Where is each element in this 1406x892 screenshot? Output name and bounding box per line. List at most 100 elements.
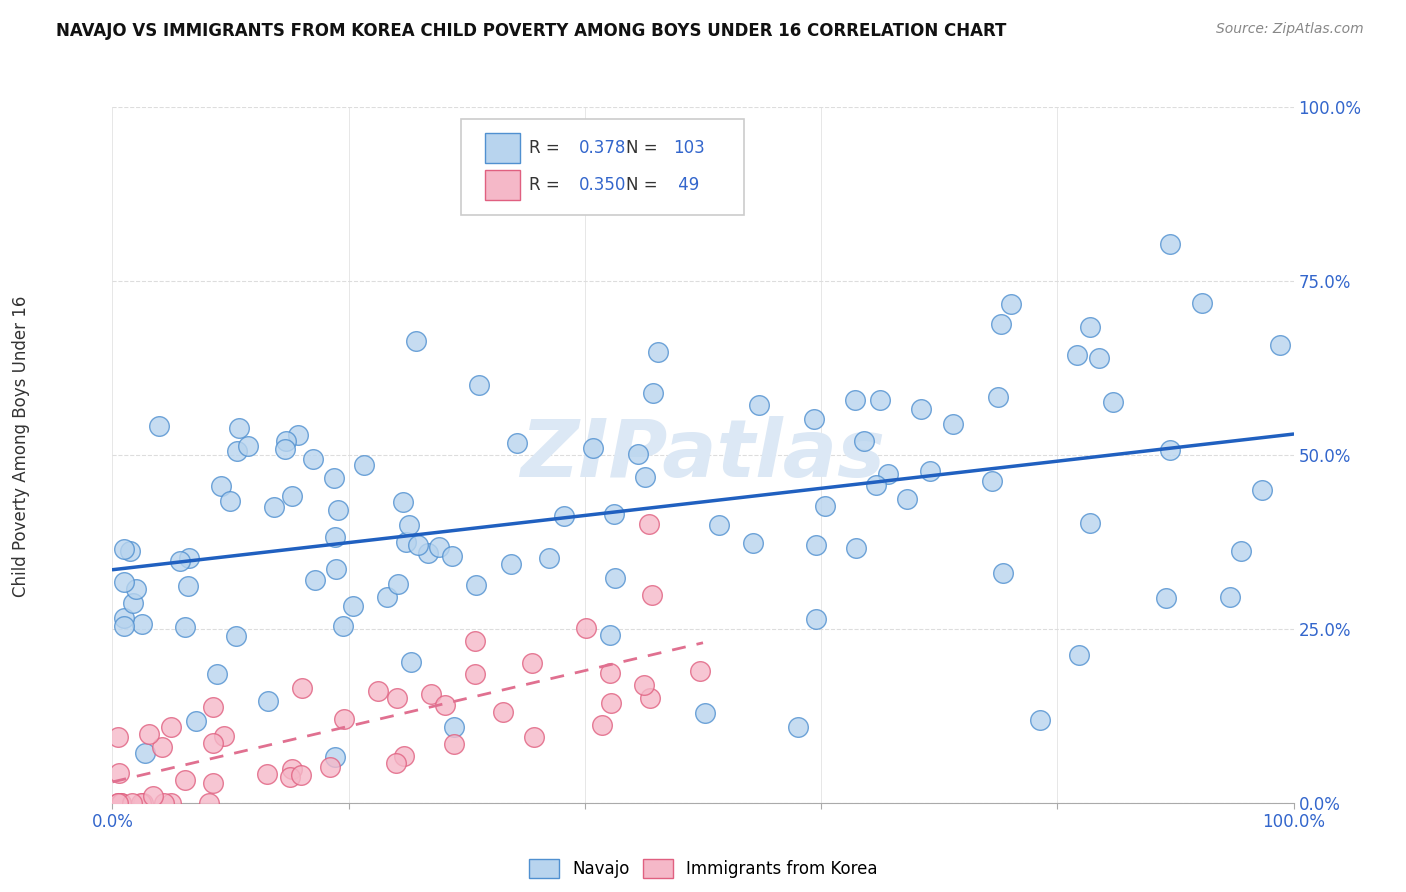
- Point: [226, 443, 249, 458]
- Point: [787, 720, 810, 734]
- Point: [599, 628, 621, 642]
- Point: [869, 392, 891, 407]
- Point: [110, 796, 132, 810]
- Text: N =: N =: [626, 139, 664, 157]
- Point: [342, 599, 364, 613]
- Point: [641, 588, 664, 602]
- Point: [225, 629, 247, 643]
- Point: [464, 578, 486, 592]
- Point: [120, 544, 142, 558]
- Point: [492, 706, 515, 720]
- Point: [287, 428, 309, 442]
- Point: [107, 796, 129, 810]
- Point: [159, 796, 181, 810]
- Point: [464, 667, 486, 681]
- Point: [443, 720, 465, 734]
- Point: [174, 620, 197, 634]
- Point: [591, 718, 613, 732]
- Point: [129, 796, 152, 810]
- Point: [333, 712, 356, 726]
- Point: [387, 577, 409, 591]
- Point: [1029, 713, 1052, 727]
- Text: Child Poverty Among Boys Under 16: Child Poverty Among Boys Under 16: [13, 295, 30, 597]
- Point: [896, 492, 918, 507]
- Point: [553, 508, 575, 523]
- Point: [865, 478, 887, 492]
- Point: [326, 503, 349, 517]
- Point: [367, 684, 389, 698]
- Point: [205, 666, 228, 681]
- Point: [160, 719, 183, 733]
- Point: [1159, 236, 1181, 251]
- Text: Source: ZipAtlas.com: Source: ZipAtlas.com: [1216, 22, 1364, 37]
- Point: [468, 377, 491, 392]
- Point: [169, 554, 191, 568]
- Point: [218, 494, 240, 508]
- Point: [148, 418, 170, 433]
- Point: [574, 622, 596, 636]
- Point: [281, 489, 304, 503]
- Point: [599, 666, 621, 681]
- Point: [405, 334, 427, 348]
- Text: 49: 49: [673, 176, 700, 194]
- Point: [107, 765, 129, 780]
- Point: [325, 562, 347, 576]
- Bar: [485, 170, 520, 200]
- Point: [1159, 442, 1181, 457]
- Point: [845, 541, 868, 555]
- Point: [228, 421, 250, 435]
- Point: [177, 578, 200, 592]
- Point: [142, 789, 165, 803]
- Point: [319, 759, 342, 773]
- Text: 0.378: 0.378: [579, 139, 626, 157]
- Point: [209, 479, 232, 493]
- Point: [814, 500, 837, 514]
- Point: [150, 740, 173, 755]
- Point: [395, 534, 418, 549]
- Point: [1191, 295, 1213, 310]
- Point: [707, 517, 730, 532]
- Point: [1101, 395, 1123, 409]
- Point: [633, 678, 655, 692]
- Point: [600, 696, 623, 710]
- Point: [125, 582, 148, 596]
- Point: [603, 507, 626, 521]
- Point: [647, 345, 669, 359]
- Point: [385, 756, 408, 771]
- Point: [278, 770, 301, 784]
- Point: [274, 434, 297, 449]
- Point: [325, 749, 347, 764]
- Point: [853, 434, 876, 449]
- Point: [197, 796, 219, 810]
- Point: [803, 412, 825, 426]
- Point: [322, 471, 344, 485]
- Point: [406, 537, 429, 551]
- Point: [112, 619, 135, 633]
- Point: [523, 730, 546, 744]
- Point: [742, 536, 765, 550]
- Point: [627, 447, 650, 461]
- Point: [603, 571, 626, 585]
- Point: [464, 634, 486, 648]
- Point: [806, 538, 828, 552]
- Point: [1156, 591, 1178, 605]
- Point: [638, 690, 661, 705]
- Point: [441, 549, 464, 564]
- Point: [375, 590, 398, 604]
- Point: [434, 698, 457, 712]
- Text: 0.350: 0.350: [579, 176, 626, 194]
- Point: [398, 517, 420, 532]
- Point: [634, 470, 657, 484]
- Point: [107, 796, 129, 810]
- Point: [638, 517, 661, 532]
- Point: [1080, 320, 1102, 334]
- Point: [201, 736, 224, 750]
- Point: [981, 474, 1004, 488]
- Text: 103: 103: [673, 139, 706, 157]
- Point: [942, 417, 965, 432]
- Point: [110, 796, 132, 810]
- Point: [420, 687, 443, 701]
- Point: [138, 726, 160, 740]
- Point: [1066, 348, 1088, 362]
- Point: [522, 657, 544, 671]
